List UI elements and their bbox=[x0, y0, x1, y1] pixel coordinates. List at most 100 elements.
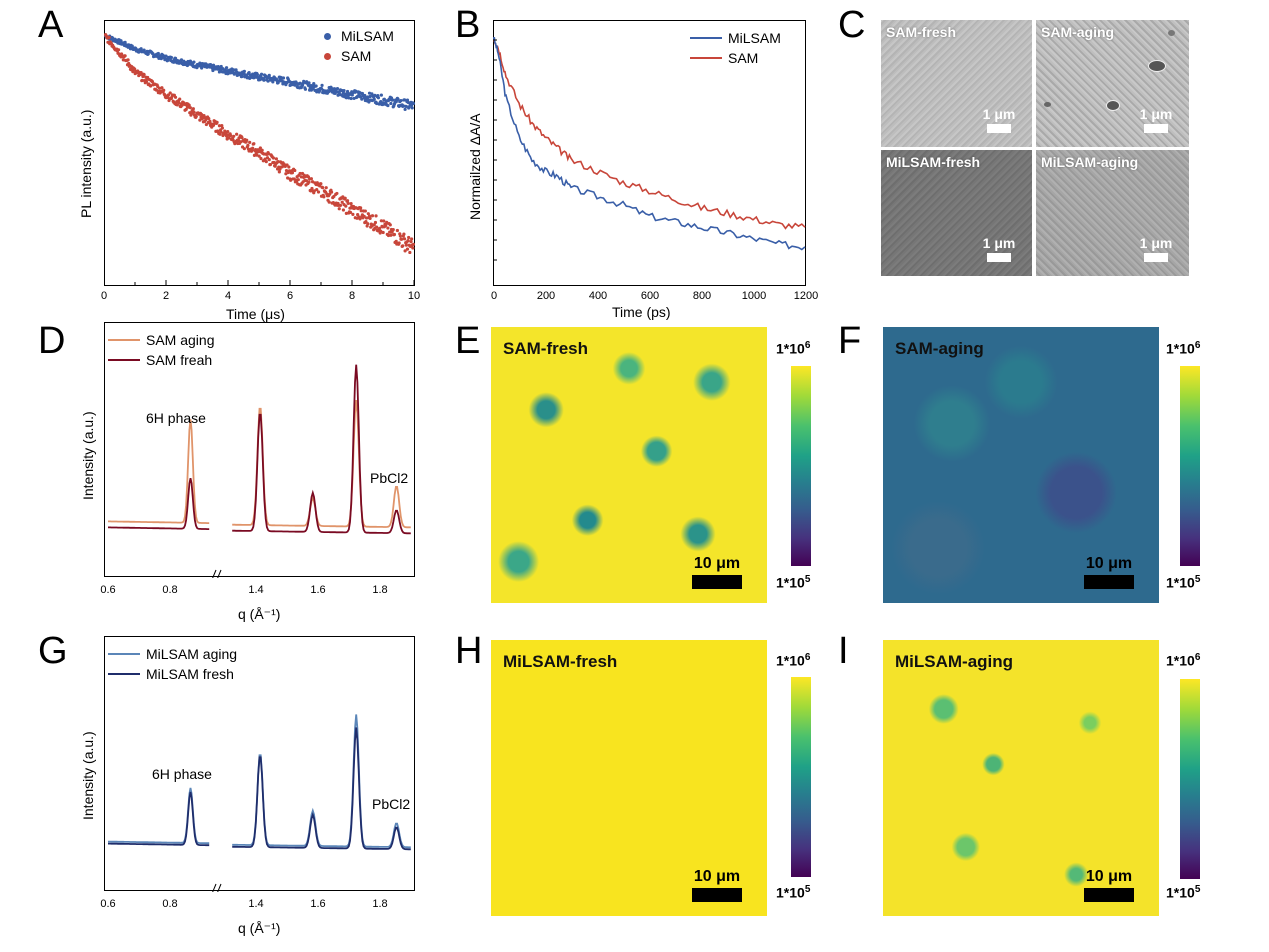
a-data-point bbox=[402, 232, 406, 236]
b-legend-sam: SAM bbox=[728, 50, 759, 66]
d-ylabel: Intensity (a.u.) bbox=[80, 411, 96, 500]
a-data-point bbox=[267, 73, 271, 77]
a-data-point bbox=[314, 84, 318, 88]
a-data-point bbox=[305, 179, 309, 183]
a-data-point bbox=[280, 165, 284, 169]
a-xtick-0: 0 bbox=[100, 290, 108, 302]
a-data-point bbox=[411, 242, 416, 246]
a-data-point bbox=[262, 78, 266, 82]
a-data-point bbox=[377, 226, 382, 230]
a-data-point bbox=[398, 234, 402, 238]
a-data-point bbox=[271, 156, 276, 160]
sem-label: SAM-aging bbox=[1041, 24, 1115, 40]
a-data-point bbox=[397, 241, 401, 245]
legend-dot-icon bbox=[324, 52, 331, 60]
a-data-point bbox=[242, 69, 246, 74]
a-data-point bbox=[349, 96, 353, 101]
a-data-point bbox=[386, 226, 390, 230]
a-data-point bbox=[162, 88, 166, 92]
d-xtick-0: 0.6 bbox=[100, 584, 116, 596]
a-data-point bbox=[344, 204, 348, 208]
a-data-point bbox=[337, 207, 341, 211]
a-data-point bbox=[376, 96, 381, 100]
sem-sam-aging: SAM-aging 1 μm bbox=[1036, 20, 1189, 147]
pl-map-sam-aging: SAM-aging 10 μm bbox=[883, 327, 1159, 603]
a-data-point bbox=[215, 120, 219, 124]
a-data-point bbox=[154, 88, 159, 92]
panel-letter-f: F bbox=[838, 320, 862, 362]
a-data-point bbox=[404, 243, 408, 247]
a-data-point bbox=[402, 237, 407, 241]
map-label: SAM-fresh bbox=[503, 339, 589, 358]
g-ylabel: Intensity (a.u.) bbox=[80, 731, 96, 820]
a-data-point bbox=[298, 81, 302, 85]
sem-pinhole bbox=[1044, 102, 1051, 107]
b-xtick-1: 200 bbox=[536, 290, 556, 302]
a-data-point bbox=[406, 238, 410, 243]
a-xtick-3: 6 bbox=[286, 290, 294, 302]
legend-dot-icon bbox=[324, 32, 331, 40]
a-legend-milsam: MiLSAM bbox=[341, 28, 394, 44]
a-data-point bbox=[303, 87, 308, 91]
a-data-point bbox=[410, 237, 414, 241]
a-data-point bbox=[166, 58, 170, 62]
a-data-point bbox=[316, 190, 321, 194]
a-data-point bbox=[178, 97, 182, 101]
g-xtick-4: 1.8 bbox=[372, 898, 388, 910]
a-data-point bbox=[403, 107, 407, 112]
sem-pinhole bbox=[1148, 60, 1166, 72]
a-data-point bbox=[342, 89, 346, 93]
panel-letter-h: H bbox=[455, 630, 483, 672]
a-data-point bbox=[139, 47, 143, 51]
d-series-sam-fresh bbox=[108, 364, 411, 535]
chart-b-frame bbox=[493, 20, 806, 286]
a-data-point bbox=[164, 54, 168, 58]
a-data-point bbox=[341, 195, 345, 199]
a-data-point bbox=[379, 93, 383, 97]
a-data-point bbox=[391, 98, 395, 102]
a-data-point bbox=[107, 35, 111, 39]
a-data-point bbox=[386, 233, 391, 238]
a-data-point bbox=[160, 86, 164, 90]
a-data-point bbox=[379, 229, 383, 233]
sem-label: SAM-fresh bbox=[886, 24, 957, 40]
a-data-point bbox=[268, 162, 273, 167]
a-data-point bbox=[287, 165, 291, 169]
chart-d bbox=[104, 322, 415, 578]
d-legend-fresh: SAM freah bbox=[146, 352, 213, 368]
panel-letter-c: C bbox=[838, 4, 866, 46]
a-data-point bbox=[198, 118, 202, 122]
b-xtick-5: 1000 bbox=[741, 290, 767, 302]
legend-line-icon bbox=[108, 339, 140, 341]
a-data-point bbox=[395, 228, 399, 233]
b-ylabel: Normailzed ΔA/A bbox=[467, 113, 483, 220]
a-data-point bbox=[227, 136, 231, 140]
a-data-point bbox=[281, 76, 286, 80]
a-xtick-4: 8 bbox=[348, 290, 356, 302]
map-scale-bar: 10 μm bbox=[687, 555, 747, 589]
a-data-point bbox=[219, 130, 223, 134]
a-data-point bbox=[389, 101, 393, 106]
a-data-point bbox=[240, 135, 244, 140]
a-data-point bbox=[259, 156, 263, 161]
sem-label: MiLSAM-aging bbox=[1041, 154, 1139, 170]
a-data-point bbox=[322, 195, 326, 199]
d-xlabel: q (Å⁻¹) bbox=[238, 606, 281, 622]
a-data-point bbox=[344, 211, 348, 215]
a-data-point bbox=[252, 142, 256, 146]
a-data-point bbox=[246, 143, 250, 147]
a-data-point bbox=[338, 203, 343, 208]
a-data-point bbox=[232, 68, 236, 72]
map-scale-bar: 10 μm bbox=[687, 868, 747, 902]
a-data-point bbox=[401, 244, 405, 248]
a-data-point bbox=[150, 80, 155, 84]
a-data-point bbox=[277, 170, 281, 174]
a-data-point bbox=[229, 133, 233, 138]
panel-letter-e: E bbox=[455, 320, 481, 362]
a-data-point bbox=[168, 91, 172, 95]
axis-break-icon bbox=[212, 569, 222, 578]
d-xtick-2: 1.4 bbox=[248, 584, 264, 596]
a-data-point bbox=[287, 169, 292, 173]
a-data-point bbox=[192, 60, 196, 64]
a-data-point bbox=[362, 214, 366, 218]
